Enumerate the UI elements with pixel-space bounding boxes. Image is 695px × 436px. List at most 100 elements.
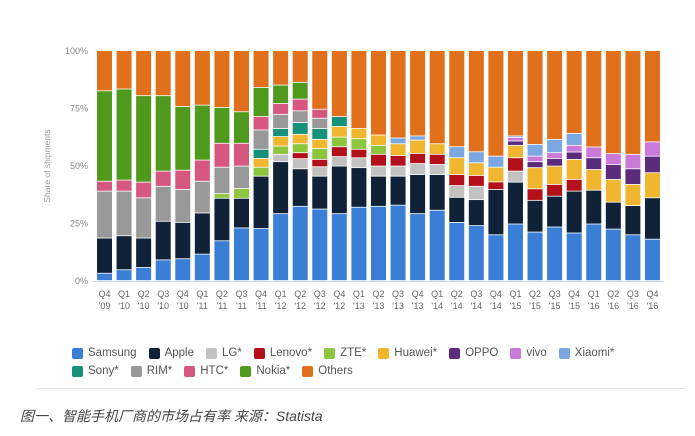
bar-segment-samsung	[175, 259, 191, 281]
legend-item[interactable]: LG*	[206, 347, 242, 359]
bar-segment-rim	[194, 181, 210, 213]
bar-segment-nokia	[136, 96, 152, 182]
bar-segment-zte	[370, 145, 386, 154]
legend-item[interactable]: Sony*	[72, 365, 119, 377]
legend-item[interactable]: Lenovo*	[253, 347, 312, 359]
bar-segment-samsung	[527, 232, 543, 281]
x-tick-label: Q4	[98, 289, 110, 299]
legend-swatch	[72, 365, 83, 377]
y-tick-label: 0%	[75, 276, 88, 286]
bar-segment-apple	[194, 213, 210, 254]
y-tick-label: 75%	[70, 104, 88, 114]
bar-segment-others	[155, 51, 171, 96]
legend-swatch	[324, 347, 336, 359]
y-axis-title: Share of shipments	[42, 129, 52, 202]
x-tick-label: Q4	[412, 289, 424, 299]
bar-segment-xiaomi	[547, 139, 563, 153]
legend-item[interactable]: OPPO	[449, 347, 498, 359]
x-tick-label: '15	[568, 301, 580, 311]
bar-segment-lg	[507, 171, 523, 182]
bar-segment-nokia	[233, 112, 249, 143]
x-tick-label: '10	[177, 301, 189, 311]
bar-segment-apple	[97, 238, 112, 273]
bar-segment-samsung	[253, 229, 269, 281]
bar-segment-xiaomi	[507, 136, 523, 138]
bar-segment-apple	[253, 176, 269, 229]
bar-segment-oppo	[586, 158, 602, 170]
bar-segment-xiaomi	[566, 133, 582, 145]
x-tick-label: '11	[197, 301, 208, 311]
x-tick-label: Q2	[372, 289, 384, 299]
x-tick-label: Q4	[333, 289, 345, 299]
x-tick-label: Q4	[255, 289, 267, 299]
bar-segment-huawei	[527, 168, 543, 189]
x-tick-label: Q1	[509, 289, 521, 299]
bar-segment-lenovo	[449, 174, 465, 186]
bar-segment-lenovo	[351, 149, 367, 158]
bar-segment-apple	[116, 236, 132, 270]
bar-segment-others	[547, 51, 563, 139]
bar-segment-lenovo	[507, 158, 523, 171]
bar-segment-nokia	[97, 91, 112, 181]
bar-segment-huawei	[547, 166, 563, 185]
x-tick-label: Q3	[627, 289, 639, 299]
legend-item[interactable]: Samsung	[72, 347, 137, 359]
legend-item[interactable]: RIM*	[130, 365, 172, 377]
bar-segment-vivo	[527, 156, 543, 162]
bar-segment-xiaomi	[488, 156, 504, 167]
bar-segment-lenovo	[410, 153, 426, 164]
bar-segment-zte	[273, 146, 289, 154]
bar-segment-lg	[312, 167, 328, 176]
bar-segment-rim	[175, 189, 191, 223]
bar-segment-vivo	[566, 145, 582, 152]
legend-item[interactable]: vivo	[510, 347, 547, 359]
bar-segment-sony	[312, 128, 328, 139]
bar-segment-zte	[312, 148, 328, 159]
x-tick-label: '14	[470, 301, 482, 311]
bar-segment-samsung	[644, 239, 660, 281]
bar-segment-vivo	[605, 154, 621, 165]
legend-item[interactable]: ZTE*	[324, 347, 366, 359]
legend-label: Nokia*	[256, 365, 291, 377]
bar-segment-vivo	[547, 153, 563, 159]
legend-item[interactable]: Apple	[148, 347, 194, 359]
legend-item[interactable]: Huawei*	[378, 347, 437, 359]
x-tick-label: Q1	[353, 289, 365, 299]
bar-segment-others	[605, 51, 621, 154]
bar-segment-others	[116, 51, 132, 89]
bar-segment-others	[253, 51, 269, 87]
x-tick-label: Q2	[529, 289, 541, 299]
bar-segment-htc	[155, 171, 171, 186]
bar-segment-lg	[468, 186, 484, 200]
x-tick-label: Q4	[177, 289, 189, 299]
legend-item[interactable]: Xiaomi*	[558, 347, 614, 359]
bar-segment-huawei	[253, 158, 269, 167]
bar-segment-others	[136, 51, 152, 96]
y-tick-label: 25%	[70, 219, 88, 229]
x-tick-label: '15	[510, 301, 522, 311]
stacked-bar-chart: 0% 25% 50% 75% 100% Share of shipments Q4 '09 Q1…	[42, 46, 664, 311]
bar-segment-huawei	[488, 167, 504, 182]
legend-item[interactable]: HTC*	[184, 365, 228, 377]
bar-segment-xiaomi	[449, 147, 465, 158]
legend-label: ZTE*	[340, 347, 367, 359]
legend-item[interactable]: Nokia*	[240, 365, 290, 377]
bar-segment-apple	[644, 198, 660, 239]
x-tick-label: '13	[373, 301, 385, 311]
bar-segment-lenovo	[547, 184, 563, 196]
bar-segment-sony	[331, 117, 347, 127]
x-tick-label: '13	[392, 301, 404, 311]
bar-segment-huawei	[468, 163, 484, 176]
legend-item[interactable]: Others	[302, 365, 353, 377]
bar-segment-apple	[136, 238, 152, 268]
bar-segment-huawei	[370, 135, 386, 145]
bar-segment-apple	[507, 182, 523, 224]
x-tick-label: '12	[314, 301, 326, 311]
bar-segment-others	[370, 51, 386, 135]
bar-segment-apple	[566, 191, 582, 233]
bar-segment-rim	[214, 167, 230, 194]
bar-segment-samsung	[547, 227, 563, 281]
bar-segment-rim	[292, 111, 308, 123]
bar-segment-huawei	[429, 144, 445, 154]
x-tick-label: '09	[99, 301, 111, 311]
